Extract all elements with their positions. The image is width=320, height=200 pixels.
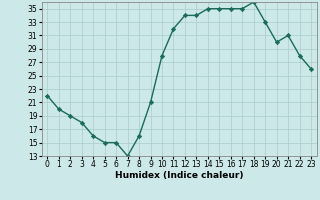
X-axis label: Humidex (Indice chaleur): Humidex (Indice chaleur) bbox=[115, 171, 244, 180]
